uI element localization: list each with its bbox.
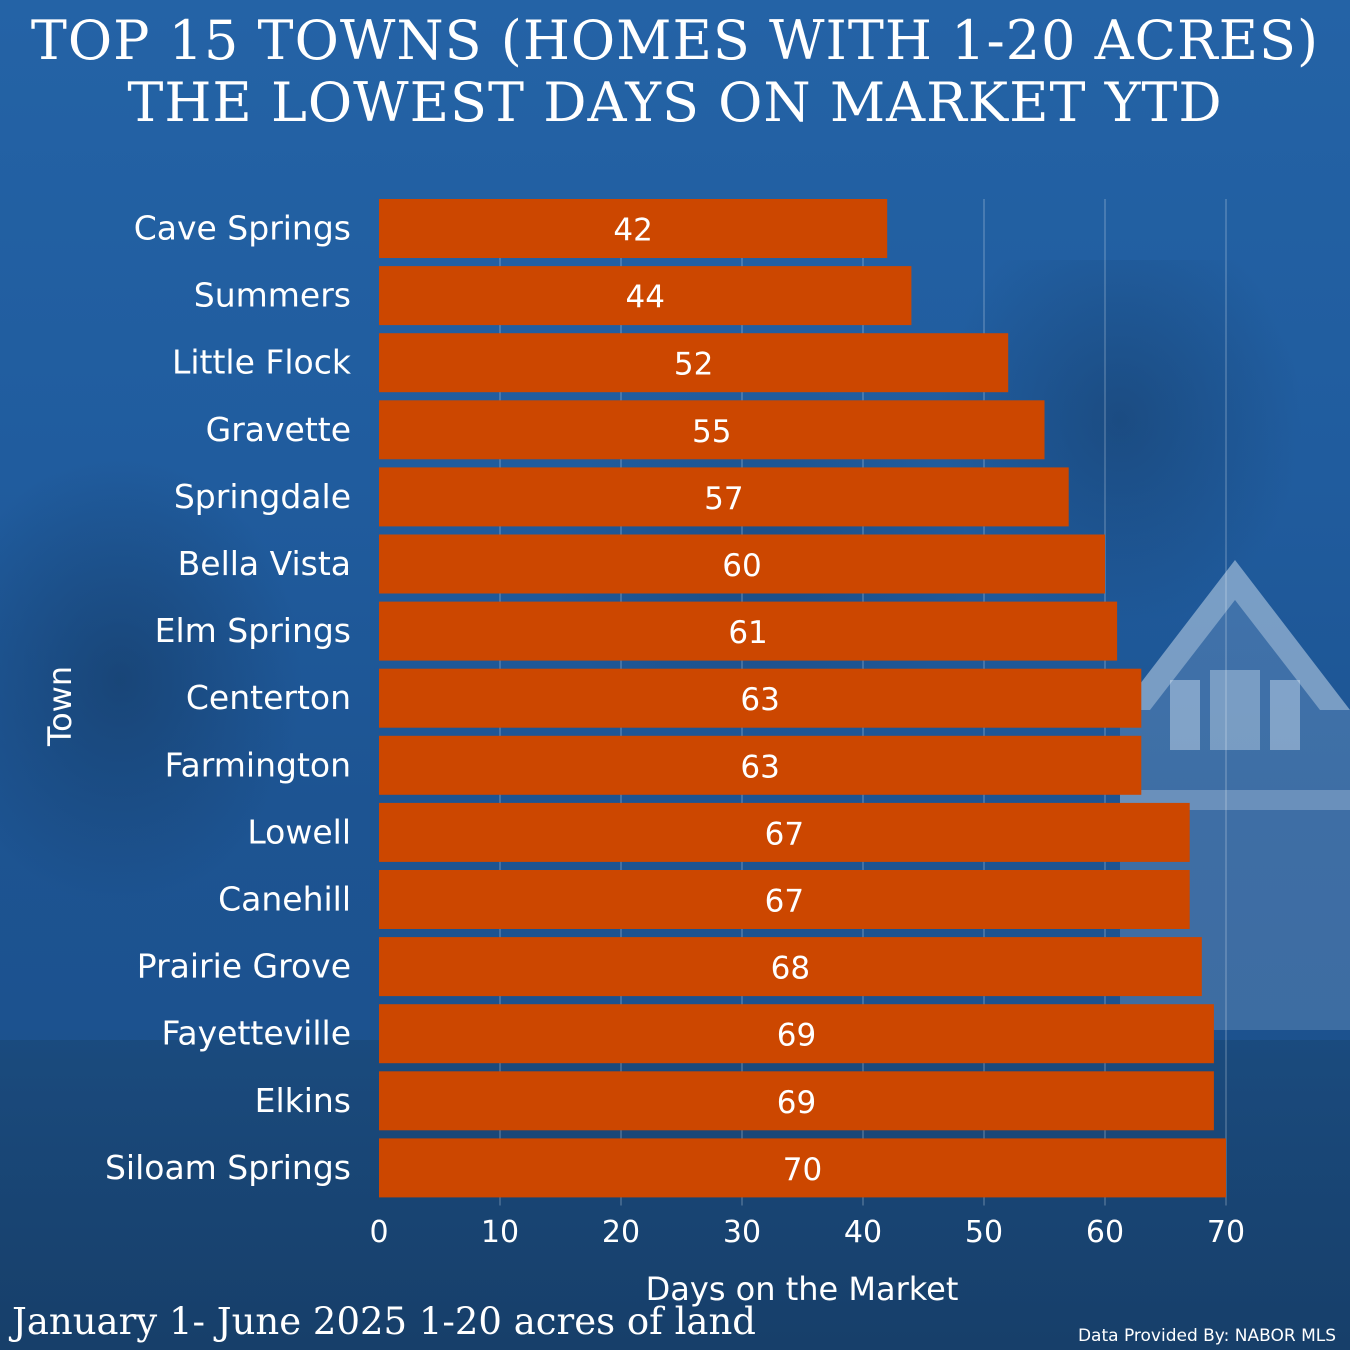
value-label-9: 67 <box>765 816 804 852</box>
bar-7 <box>379 668 1142 728</box>
x-tick-40: 40 <box>844 1215 882 1250</box>
bar-5 <box>379 534 1105 594</box>
category-label-10: Canehill <box>218 880 351 919</box>
category-label-4: Springdale <box>174 477 351 516</box>
value-label-0: 42 <box>613 213 652 249</box>
bar-11 <box>379 937 1202 997</box>
category-label-7: Centerton <box>186 678 351 717</box>
x-tick-60: 60 <box>1086 1215 1124 1250</box>
value-label-13: 69 <box>777 1085 816 1121</box>
data-source-credit: Data Provided By: NABOR MLS <box>1077 1326 1336 1346</box>
value-label-8: 63 <box>740 749 779 785</box>
bar-13 <box>379 1071 1214 1131</box>
value-label-3: 55 <box>692 414 731 450</box>
category-label-9: Lowell <box>247 812 351 851</box>
value-label-11: 68 <box>771 951 810 987</box>
x-tick-50: 50 <box>965 1215 1003 1250</box>
value-label-4: 57 <box>704 481 743 517</box>
value-label-1: 44 <box>625 280 664 316</box>
value-label-14: 70 <box>783 1152 822 1188</box>
category-label-6: Elm Springs <box>155 611 351 650</box>
bar-14 <box>379 1138 1226 1198</box>
value-labels: 42 44 52 55 57 60 61 63 63 67 67 68 69 69 70 <box>613 213 822 1188</box>
category-label-2: Little Flock <box>172 343 352 382</box>
x-tick-0: 0 <box>369 1215 388 1250</box>
bar-2 <box>379 333 1009 393</box>
bar-1 <box>379 266 912 326</box>
bar-12 <box>379 1004 1214 1064</box>
bar-6 <box>379 601 1118 661</box>
bar-4 <box>379 467 1069 527</box>
x-tick-10: 10 <box>481 1215 519 1250</box>
category-label-1: Summers <box>194 276 351 315</box>
x-tick-20: 20 <box>602 1215 640 1250</box>
value-label-6: 61 <box>728 615 767 651</box>
value-label-7: 63 <box>740 682 779 718</box>
bar-3 <box>379 400 1045 460</box>
x-tick-labels: 0 10 20 30 40 50 60 70 <box>369 1215 1245 1250</box>
value-label-12: 69 <box>777 1018 816 1054</box>
category-label-14: Siloam Springs <box>105 1148 351 1187</box>
bars <box>379 199 1226 1198</box>
bar-0 <box>379 199 888 258</box>
y-axis-label: Town <box>41 665 79 746</box>
bar-8 <box>379 735 1142 795</box>
bar-9 <box>379 802 1190 862</box>
category-labels: Cave Springs Summers Little Flock Gravette S… <box>105 209 352 1187</box>
category-label-0: Cave Springs <box>134 209 351 248</box>
category-label-3: Gravette <box>206 410 351 449</box>
date-range-caption: January 1- June 2025 1-20 acres of land <box>12 1300 756 1343</box>
category-label-8: Farmington <box>165 745 351 784</box>
category-label-13: Elkins <box>255 1081 351 1120</box>
x-tick-30: 30 <box>723 1215 761 1250</box>
value-label-5: 60 <box>722 548 761 584</box>
value-label-2: 52 <box>674 347 713 383</box>
category-label-11: Prairie Grove <box>137 947 351 986</box>
value-label-10: 67 <box>765 884 804 920</box>
x-axis-label: Days on the Market <box>646 1270 959 1308</box>
category-label-5: Bella Vista <box>178 544 351 583</box>
category-label-12: Fayetteville <box>161 1014 351 1053</box>
chart-title-line-1: TOP 15 TOWNS (HOMES WITH 1-20 ACRES) <box>30 9 1320 72</box>
chart-title-line-2: THE LOWEST DAYS ON MARKET YTD <box>127 71 1223 134</box>
bar-10 <box>379 870 1190 929</box>
x-tick-70: 70 <box>1207 1215 1245 1250</box>
